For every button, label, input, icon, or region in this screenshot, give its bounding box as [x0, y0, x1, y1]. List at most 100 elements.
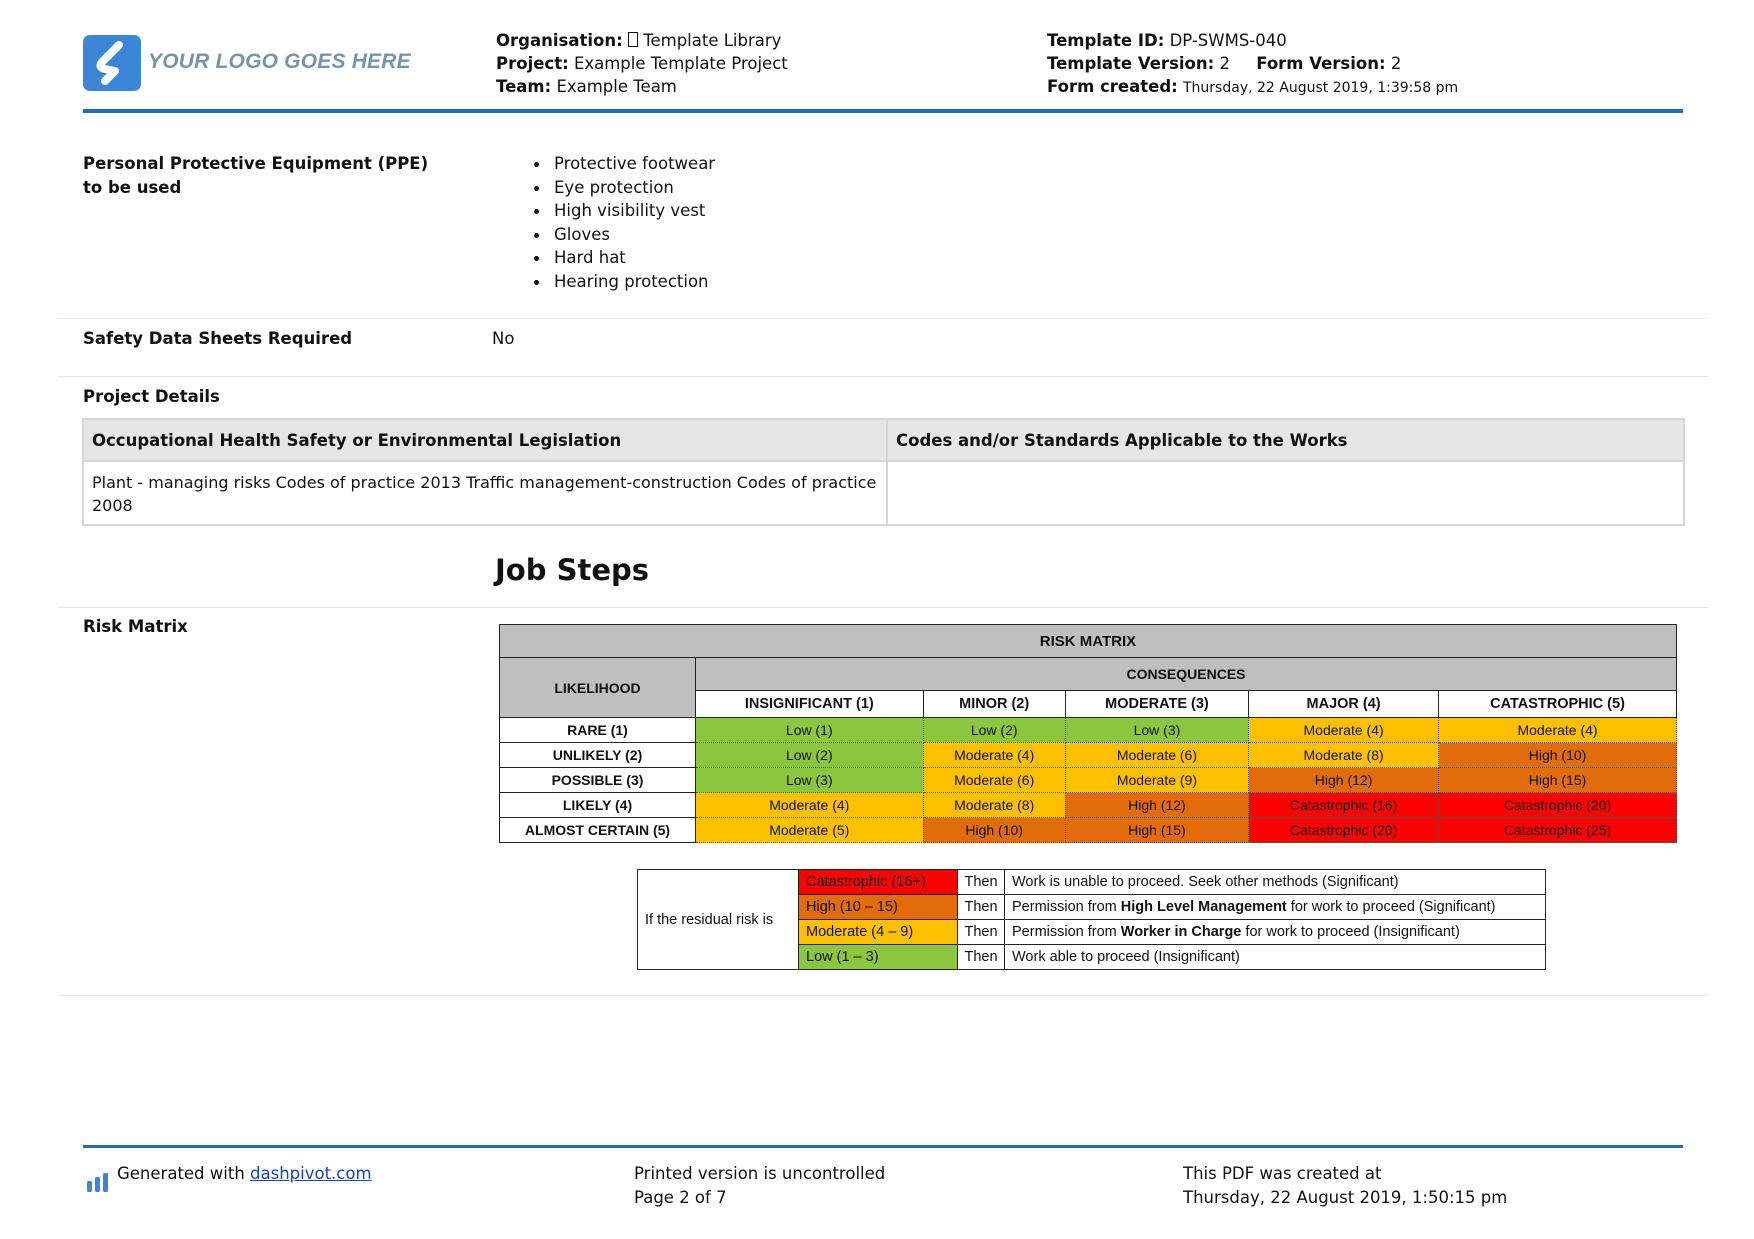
pdf-created-date: Thursday, 22 August 2019, 1:50:15 pm: [1183, 1188, 1508, 1207]
residual-level: High (10 – 15): [798, 894, 958, 920]
risk-cell: High (15): [1064, 817, 1250, 843]
risk-matrix-table: RISK MATRIX LIKELIHOOD CONSEQUENCES INSI…: [499, 624, 1677, 843]
residual-then: Then: [957, 869, 1005, 895]
organisation-label: Organisation:: [496, 31, 623, 50]
project-value: Example Template Project: [573, 54, 788, 73]
logo-mark: [83, 35, 141, 91]
organisation-value: Template Library: [643, 31, 782, 50]
team-label: Team:: [496, 77, 552, 96]
risk-cell: Catastrophic (20): [1248, 817, 1440, 843]
risk-cell: Moderate (6): [1064, 742, 1250, 768]
residual-action-text: Permission from: [1012, 899, 1121, 915]
table-row: LIKELY (4) Moderate (4) Moderate (8) Hig…: [499, 792, 1677, 818]
residual-action-bold: High Level Management: [1120, 899, 1287, 915]
row-header: LIKELY (4): [499, 792, 696, 818]
residual-action-text: Work able to proceed (Insignificant): [1012, 949, 1240, 965]
risk-cell: Moderate (4): [922, 742, 1066, 768]
risk-cell: High (12): [1248, 767, 1440, 793]
residual-action: Permission from High Level Management fo…: [1004, 894, 1546, 920]
list-item: Hearing protection: [533, 270, 715, 294]
template-id-value: DP-SWMS-040: [1169, 31, 1287, 50]
risk-cell: Moderate (4): [695, 792, 924, 818]
risk-cell: Moderate (5): [695, 817, 924, 843]
table-row: RARE (1) Low (1) Low (2) Low (3) Moderat…: [499, 717, 1677, 743]
project-details-table: Occupational Health Safety or Environmen…: [82, 418, 1685, 526]
codes-header: Codes and/or Standards Applicable to the…: [886, 418, 1685, 462]
residual-action: Permission from Worker in Charge for wor…: [1004, 919, 1546, 945]
risk-cell: Low (2): [695, 742, 924, 768]
residual-action-bold: Worker in Charge: [1120, 924, 1242, 940]
org-square-icon: [627, 32, 638, 47]
risk-cell: Catastrophic (25): [1438, 817, 1677, 843]
risk-cell: High (12): [1064, 792, 1250, 818]
form-version-label: Form Version:: [1256, 54, 1386, 73]
sds-value: No: [492, 329, 515, 348]
header-org-block: Organisation: Template Library Project: …: [496, 29, 788, 98]
risk-cell: Low (3): [1064, 717, 1250, 743]
residual-action-text: Work is unable to proceed. Seek other me…: [1012, 874, 1399, 890]
team-value: Example Team: [556, 77, 677, 96]
printed-uncontrolled: Printed version is uncontrolled: [634, 1164, 886, 1183]
print-notice: Printed version is uncontrolled Page 2 o…: [634, 1162, 885, 1210]
row-header: POSSIBLE (3): [499, 767, 696, 793]
risk-cell: Moderate (9): [1064, 767, 1250, 793]
risk-cell: Moderate (4): [1438, 717, 1677, 743]
column-header: CATASTROPHIC (5): [1438, 690, 1677, 718]
ppe-list: Protective footwear Eye protection High …: [532, 152, 715, 293]
form-created-value: Thursday, 22 August 2019, 1:39:58 pm: [1183, 80, 1459, 96]
residual-action-text: for work to proceed (Significant): [1286, 899, 1496, 915]
risk-cell: Moderate (8): [922, 792, 1066, 818]
form-created-label: Form created:: [1047, 77, 1178, 96]
consequences-header: CONSEQUENCES: [695, 657, 1677, 691]
residual-lead: If the residual risk is: [637, 869, 799, 970]
project-label: Project:: [496, 54, 569, 73]
generated-prefix: Generated with: [117, 1164, 251, 1183]
logo-text: YOUR LOGO GOES HERE: [148, 50, 411, 73]
divider: [58, 376, 1708, 377]
likelihood-header: LIKELIHOOD: [499, 657, 696, 718]
template-version-value: 2: [1219, 54, 1230, 73]
header-rule: [83, 109, 1683, 113]
row-header: ALMOST CERTAIN (5): [499, 817, 696, 843]
template-id-label: Template ID:: [1047, 31, 1165, 50]
divider: [58, 995, 1708, 996]
residual-action-text: Permission from: [1012, 924, 1121, 940]
dashpivot-link[interactable]: dashpivot.com: [250, 1164, 372, 1183]
page-number: Page 2 of 7: [634, 1188, 727, 1207]
risk-cell: Moderate (4): [1248, 717, 1440, 743]
divider: [58, 318, 1708, 319]
sds-label: Safety Data Sheets Required: [83, 329, 353, 348]
pdf-created-label: This PDF was created at: [1183, 1164, 1382, 1183]
risk-cell: Moderate (8): [1248, 742, 1440, 768]
column-header: INSIGNIFICANT (1): [695, 690, 924, 718]
list-item: Eye protection: [533, 176, 715, 200]
form-version-value: 2: [1390, 54, 1402, 73]
column-header: MAJOR (4): [1248, 690, 1440, 718]
residual-action-text: for work to proceed (Insignificant): [1241, 924, 1460, 940]
risk-cell: Low (1): [695, 717, 924, 743]
column-header: MODERATE (3): [1064, 690, 1250, 718]
codes-value: [886, 460, 1685, 526]
risk-cell: High (10): [922, 817, 1066, 843]
row-header: RARE (1): [499, 717, 696, 743]
risk-cell: Catastrophic (16): [1248, 792, 1440, 818]
risk-cell: Low (2): [922, 717, 1066, 743]
risk-matrix-title: RISK MATRIX: [499, 624, 1677, 658]
dashpivot-bars-icon: [87, 1172, 109, 1192]
risk-cell: Low (3): [695, 767, 924, 793]
list-item: High visibility vest: [533, 199, 715, 223]
job-steps-heading: Job Steps: [495, 553, 650, 587]
header-template-block: Template ID: DP-SWMS-040 Template Versio…: [1047, 29, 1458, 100]
residual-level: Catastrophic (16+): [798, 869, 958, 895]
risk-matrix-body: RARE (1) Low (1) Low (2) Low (3) Moderat…: [499, 717, 1677, 843]
table-row: POSSIBLE (3) Low (3) Moderate (6) Modera…: [499, 767, 1677, 793]
residual-risk-legend: If the residual risk is Catastrophic (16…: [637, 869, 1546, 970]
list-item: Hard hat: [533, 246, 715, 270]
generated-with: Generated with dashpivot.com: [117, 1162, 372, 1186]
residual-level: Low (1 – 3): [798, 944, 958, 970]
ppe-label-line1: Personal Protective Equipment (PPE): [83, 154, 429, 173]
risk-matrix-label: Risk Matrix: [83, 617, 188, 636]
legislation-value: Plant - managing risks Codes of practice…: [82, 460, 888, 526]
risk-cell: High (15): [1438, 767, 1677, 793]
residual-action: Work able to proceed (Insignificant): [1004, 944, 1546, 970]
